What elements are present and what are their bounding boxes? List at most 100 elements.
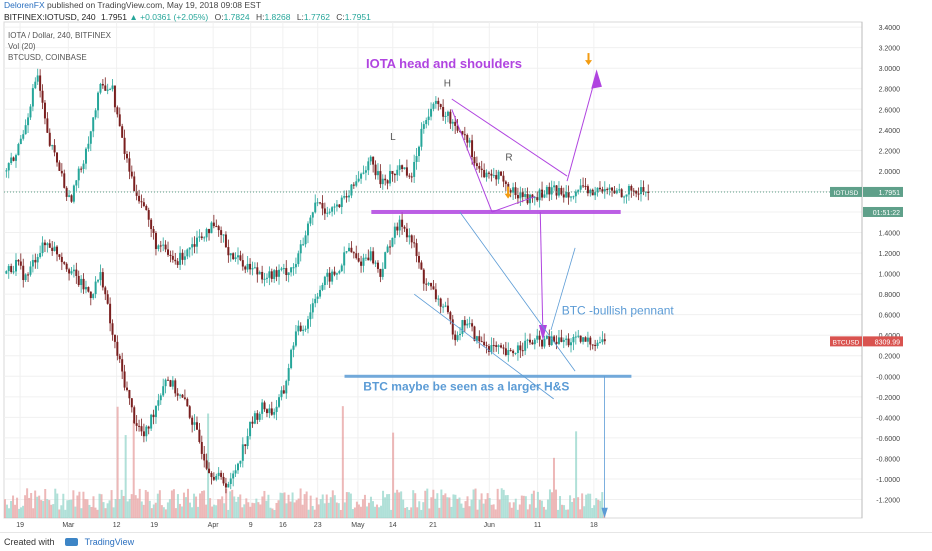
volume-bar bbox=[454, 494, 457, 518]
volume-bar bbox=[573, 498, 576, 518]
btc-candle bbox=[343, 252, 346, 266]
btc-candle bbox=[483, 341, 486, 346]
iota-candle bbox=[425, 120, 428, 125]
volume-bar bbox=[450, 506, 453, 518]
volume-bar bbox=[162, 507, 165, 518]
volume-bar bbox=[191, 507, 194, 518]
iota-candle bbox=[261, 271, 264, 280]
volume-bar bbox=[390, 509, 393, 518]
volume-bar bbox=[251, 502, 254, 518]
volume-bar bbox=[540, 500, 543, 518]
iota-candle bbox=[292, 267, 295, 269]
iota-candle bbox=[635, 190, 638, 194]
iota-candle bbox=[485, 172, 488, 178]
volume-bar bbox=[106, 503, 109, 518]
iota-candle bbox=[101, 83, 104, 86]
btc-target-arrow-icon bbox=[601, 507, 608, 518]
volume-bar bbox=[446, 497, 449, 518]
btc-candle bbox=[297, 325, 300, 332]
volume-bar bbox=[321, 494, 324, 518]
iota-candle bbox=[427, 116, 430, 121]
iota-candle bbox=[550, 187, 553, 195]
legend-volume[interactable]: Vol (20) bbox=[8, 42, 36, 51]
btc-candle bbox=[451, 319, 454, 335]
iota-candle bbox=[215, 226, 218, 228]
iota-candle bbox=[299, 244, 302, 254]
iota-candle bbox=[348, 195, 351, 198]
btc-candle bbox=[53, 246, 56, 251]
iota-candle bbox=[410, 176, 413, 178]
iota-candle bbox=[557, 187, 560, 196]
volume-bar bbox=[301, 504, 304, 518]
iota-candle bbox=[463, 134, 466, 136]
volume-bar bbox=[528, 504, 531, 518]
iota-candle bbox=[620, 189, 623, 198]
iota-candle bbox=[253, 267, 256, 269]
btc-candle bbox=[500, 345, 503, 348]
iota-candle bbox=[442, 106, 445, 117]
btc-candle bbox=[147, 426, 150, 429]
volume-bar bbox=[343, 502, 346, 518]
author-link[interactable]: DelorenFX bbox=[4, 0, 45, 10]
volume-bar bbox=[170, 490, 173, 518]
legend-title[interactable]: IOTA / Dollar, 240, BITFINEX bbox=[8, 31, 111, 40]
btc-candle bbox=[179, 394, 182, 396]
volume-bar bbox=[472, 489, 475, 518]
btc-candle bbox=[31, 259, 34, 267]
iota-candle bbox=[31, 88, 34, 107]
legend-overlay[interactable]: BTCUSD, COINBASE bbox=[8, 53, 87, 62]
btc-candle bbox=[227, 483, 230, 488]
iota-candle bbox=[379, 171, 382, 185]
volume-bar bbox=[197, 506, 200, 518]
btc-candle bbox=[138, 425, 141, 427]
volume-bar bbox=[16, 497, 19, 518]
btc-candle bbox=[555, 341, 558, 344]
iota-candle bbox=[483, 169, 486, 178]
iota-candle bbox=[381, 178, 384, 185]
iota-candle bbox=[384, 178, 387, 181]
btc-candle bbox=[191, 417, 194, 425]
btc-candle bbox=[425, 283, 428, 285]
volume-bar bbox=[26, 488, 29, 518]
btc-candle bbox=[224, 483, 227, 488]
btc-candle bbox=[509, 350, 512, 352]
iota-candle bbox=[509, 190, 512, 193]
iota-candle bbox=[374, 164, 377, 176]
btc-candle bbox=[572, 336, 575, 343]
btc-candle bbox=[526, 339, 529, 341]
btc-candle bbox=[514, 352, 517, 354]
volume-bar bbox=[502, 489, 505, 518]
volume-bar bbox=[50, 504, 53, 518]
symbol-name[interactable]: BITFINEX:IOTUSD, 240 bbox=[4, 12, 96, 22]
volume-bar bbox=[277, 500, 280, 518]
volume-bar bbox=[526, 509, 529, 518]
btc-candle bbox=[145, 426, 148, 437]
volume-bar bbox=[470, 499, 473, 518]
btc-candle bbox=[321, 285, 324, 290]
btc-candle bbox=[181, 394, 184, 398]
volume-bar bbox=[154, 502, 157, 518]
iota-candle bbox=[282, 268, 285, 270]
open-label: O: bbox=[214, 12, 224, 22]
iota-candle bbox=[586, 186, 589, 194]
btc-candle bbox=[164, 379, 167, 387]
volume-bar bbox=[408, 509, 411, 518]
iota-candle bbox=[403, 167, 406, 170]
volume-bar bbox=[98, 493, 101, 518]
volume-bar bbox=[6, 504, 9, 518]
iota-candle bbox=[113, 85, 116, 108]
btc-candle bbox=[596, 342, 599, 347]
btc-candle bbox=[384, 252, 387, 269]
btc-candle bbox=[43, 242, 46, 246]
iota-candle bbox=[618, 189, 621, 191]
volume-bar bbox=[225, 488, 228, 518]
iota-candle bbox=[167, 249, 170, 255]
tradingview-brand[interactable]: TradingView bbox=[84, 537, 135, 547]
annotation-r: R bbox=[505, 153, 512, 164]
low-label: L: bbox=[296, 12, 304, 22]
btc-candle bbox=[454, 334, 457, 341]
x-tick-label: 14 bbox=[389, 522, 397, 529]
btc-candle bbox=[7, 266, 10, 272]
volume-bar bbox=[456, 498, 459, 518]
